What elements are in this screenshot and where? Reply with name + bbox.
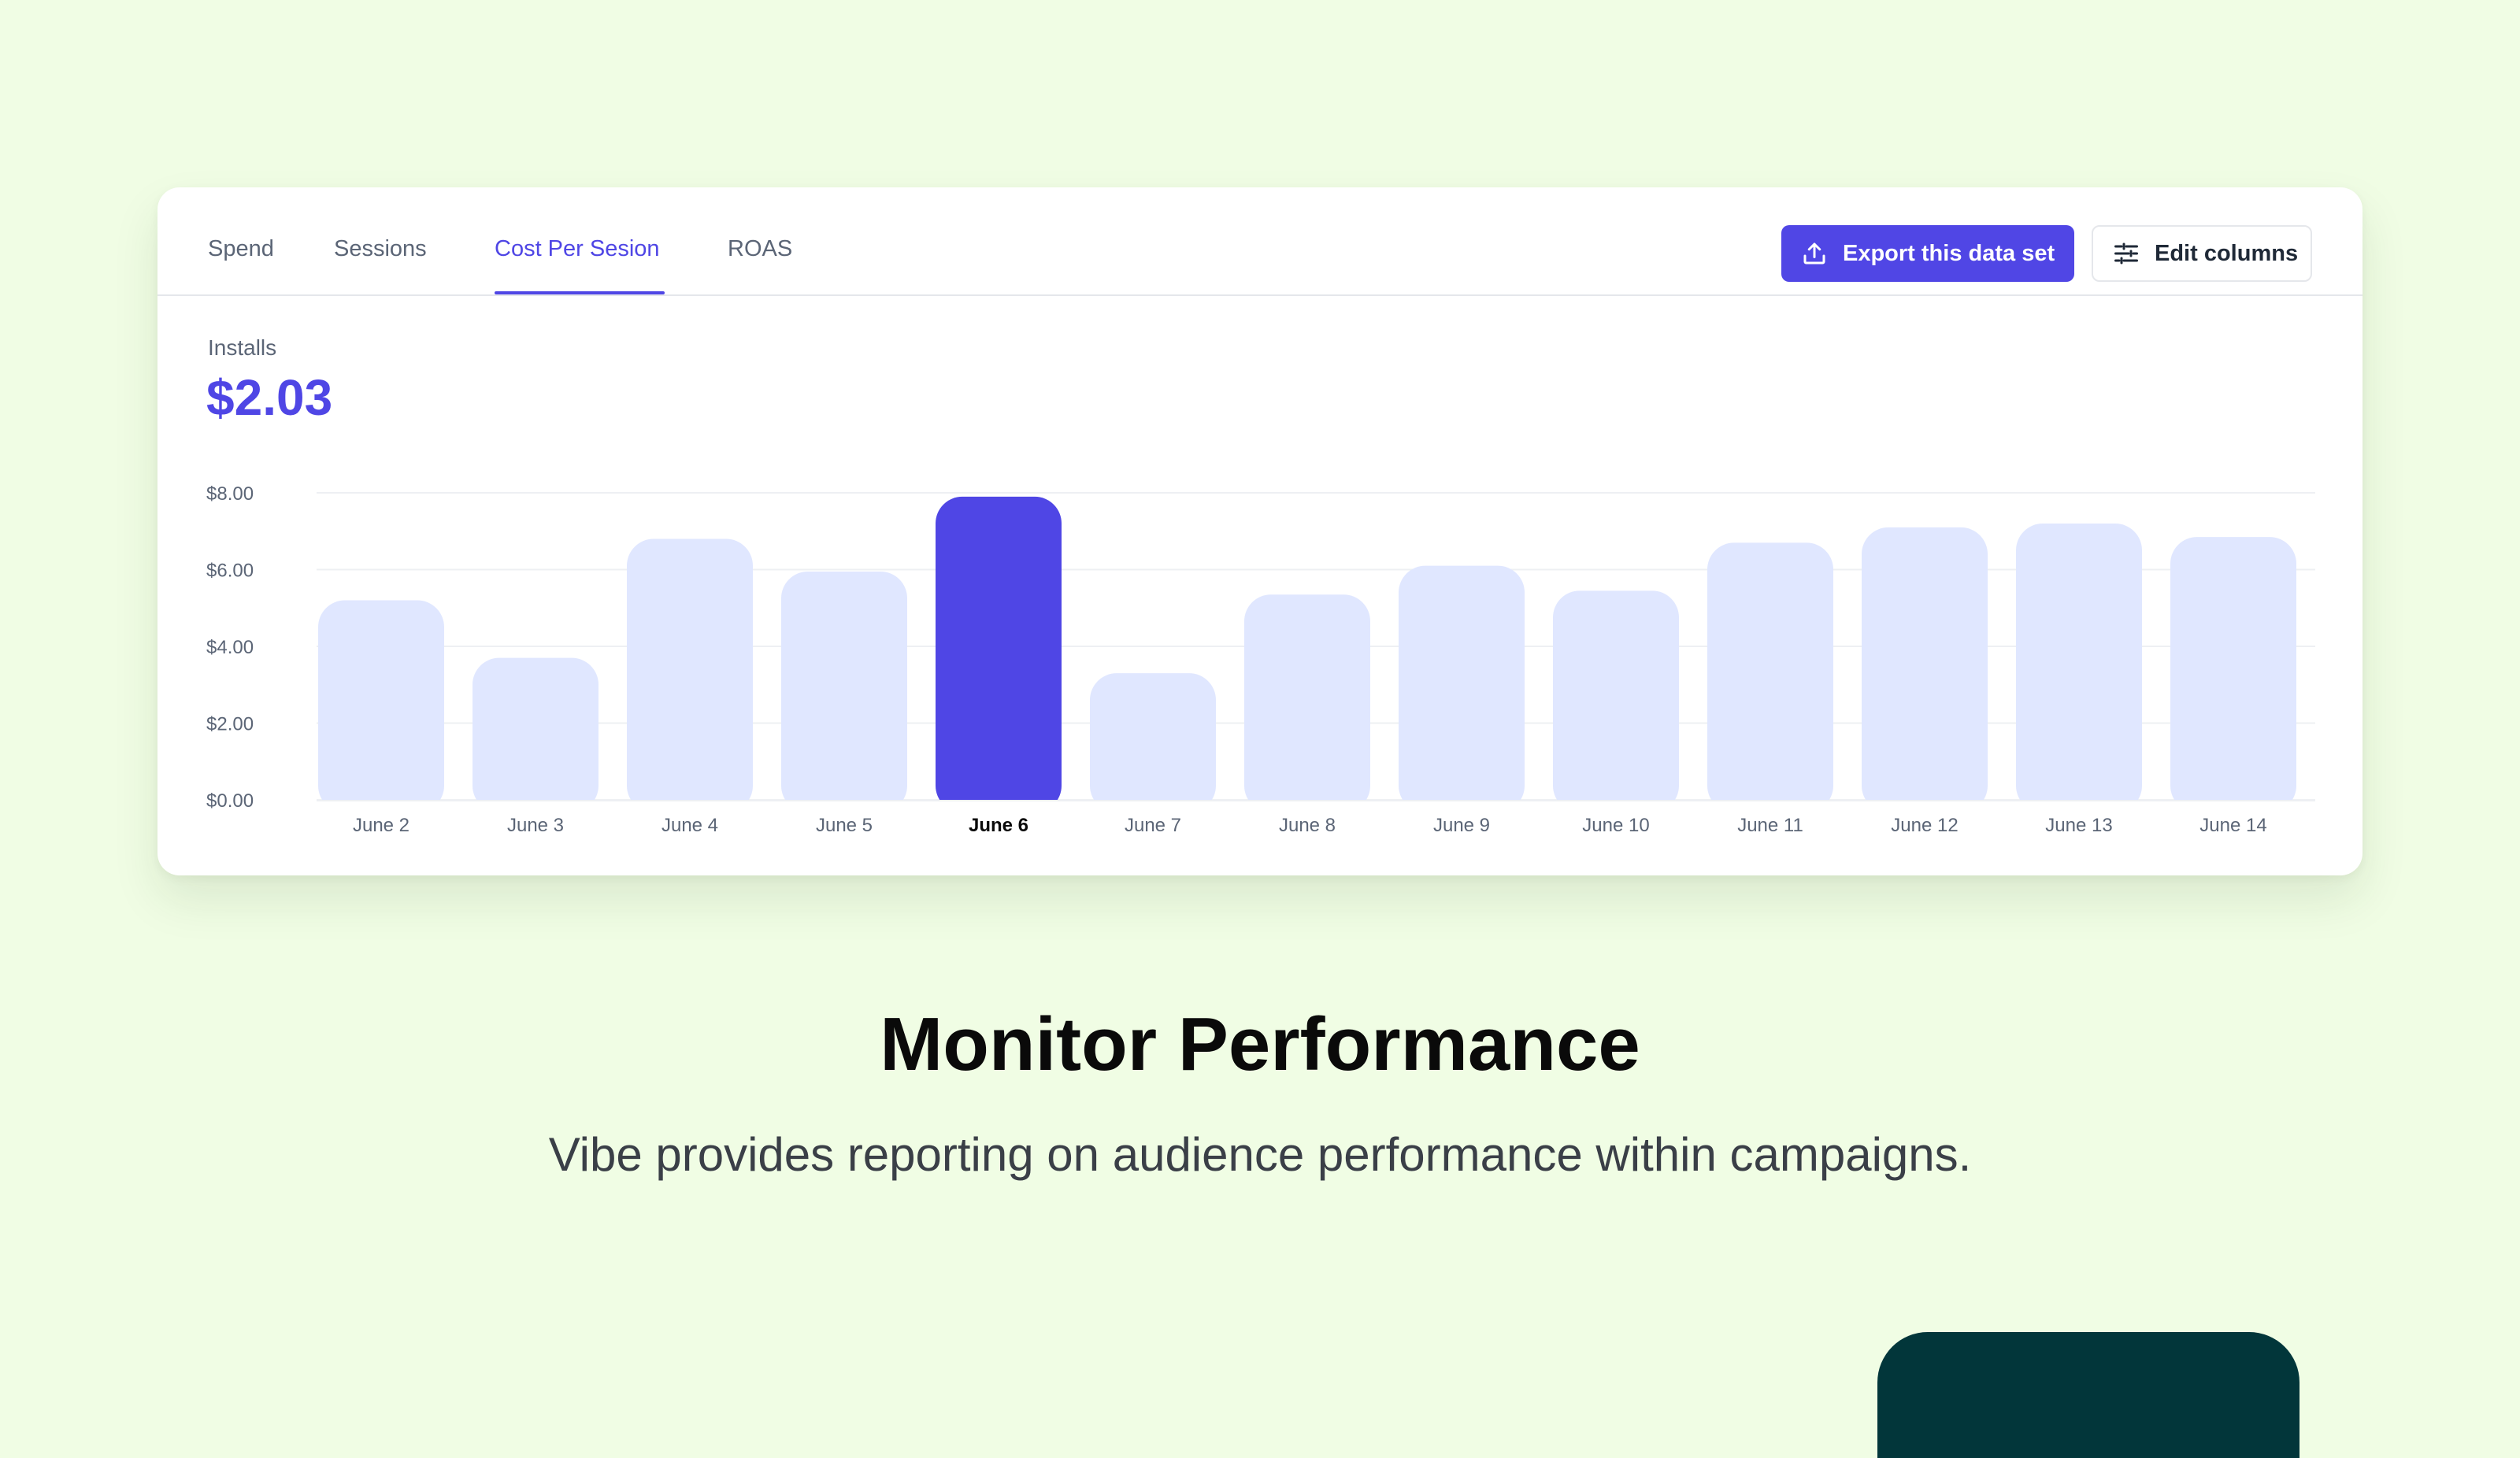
metric-label: Installs	[208, 335, 277, 360]
x-tick-label: June 13	[2045, 815, 2112, 836]
tab-spend[interactable]: Spend	[208, 236, 274, 261]
y-tick-label: $8.00	[206, 483, 254, 505]
x-tick-label: June 14	[2199, 815, 2266, 836]
x-tick-label: June 2	[353, 815, 410, 836]
bar	[781, 571, 907, 812]
bar	[936, 496, 1062, 812]
tab-cost-per-session[interactable]: Cost Per Sesion	[495, 236, 660, 261]
analytics-card: Spend Sessions Cost Per Sesion ROAS Expo…	[158, 187, 2362, 875]
x-tick-label: June 5	[816, 815, 873, 836]
x-tick-label: June 4	[662, 815, 718, 836]
bar	[1244, 594, 1370, 812]
edit-columns-button[interactable]: Edit columns	[2092, 225, 2312, 282]
bar	[1399, 565, 1525, 812]
bar	[1090, 673, 1216, 812]
tab-roas[interactable]: ROAS	[728, 236, 793, 261]
bar	[1862, 527, 1988, 812]
cost-per-session-bar-chart: $0.00 $2.00 $4.00 $6.00 $8.00 June 2 June 3 Jun…	[206, 483, 2323, 836]
tab-bar: Spend Sessions Cost Per Sesion ROAS Expo…	[158, 187, 2362, 296]
x-tick-label: June 11	[1737, 815, 1803, 836]
y-tick-label: $2.00	[206, 714, 254, 735]
x-tick-label: June 8	[1279, 815, 1336, 836]
y-tick-label: $4.00	[206, 637, 254, 658]
baseline-mask	[309, 801, 2323, 816]
x-tick-label: June 6	[969, 815, 1028, 836]
tab-sessions[interactable]: Sessions	[334, 236, 427, 261]
export-button[interactable]: Export this data set	[1781, 225, 2074, 282]
bar	[2016, 524, 2142, 812]
bar	[627, 538, 753, 812]
upload-icon	[1803, 242, 1825, 265]
bar	[318, 600, 444, 812]
y-tick-label: $0.00	[206, 790, 254, 812]
active-tab-indicator	[495, 291, 665, 294]
hero-subtitle: Vibe provides reporting on audience perf…	[548, 1128, 1972, 1181]
x-tick-label: June 9	[1433, 815, 1490, 836]
x-tick-label: June 3	[507, 815, 564, 836]
edit-columns-label: Edit columns	[2155, 240, 2299, 266]
x-tick-label: June 10	[1582, 815, 1649, 836]
hero-title: Monitor Performance	[880, 1002, 1640, 1086]
sliders-icon	[2114, 242, 2138, 265]
decorative-panel	[1877, 1332, 2300, 1458]
y-tick-label: $6.00	[206, 561, 254, 582]
x-tick-label: June 7	[1125, 815, 1181, 836]
metric-value: $2.03	[206, 369, 333, 426]
bar	[472, 657, 598, 812]
bar	[1707, 542, 1833, 812]
x-tick-label: June 12	[1891, 815, 1958, 836]
bar	[2170, 537, 2296, 812]
bar	[1553, 590, 1679, 812]
export-button-label: Export this data set	[1843, 240, 2055, 266]
